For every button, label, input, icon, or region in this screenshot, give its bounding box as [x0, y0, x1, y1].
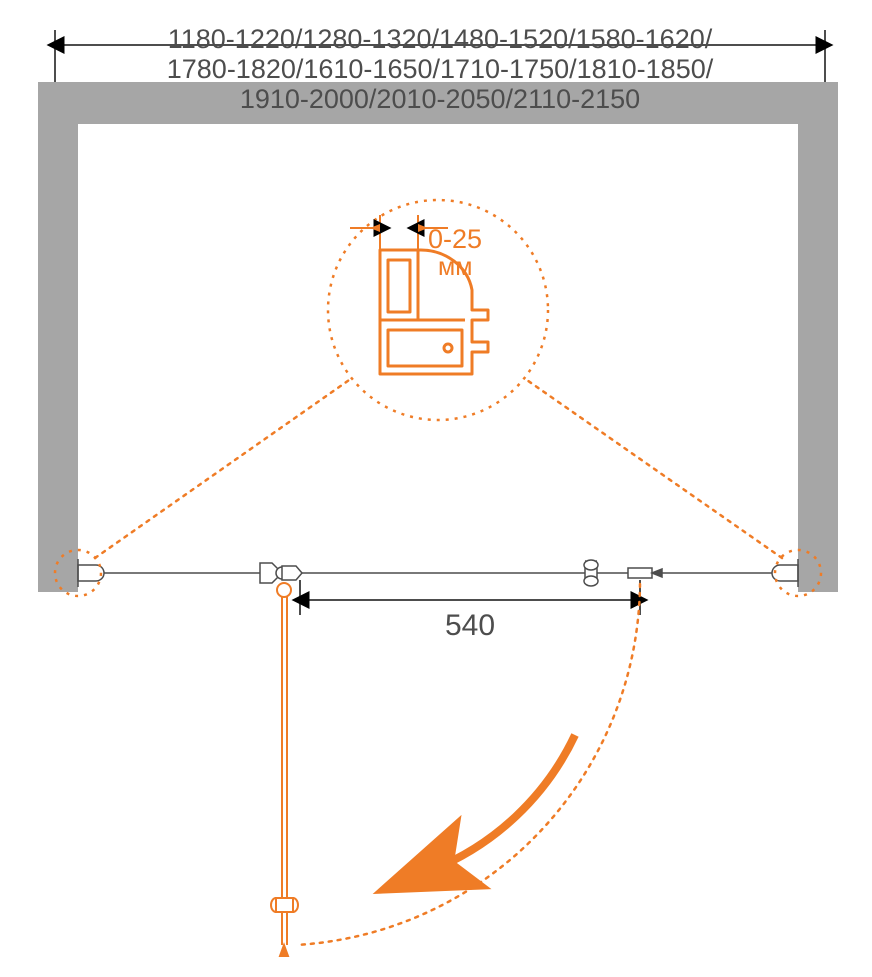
hinge-assembly	[260, 563, 302, 583]
width-ranges-line1: 1180-1220/1280-1320/1480-1520/1580-1620/	[168, 24, 713, 54]
door-roller	[271, 898, 298, 912]
width-ranges-line2: 1780-1820/1610-1650/1710-1750/1810-1850/	[167, 54, 714, 84]
tolerance-unit-label: мм	[438, 253, 472, 281]
tolerance-label: 0-25	[428, 224, 482, 254]
rail-roller	[584, 560, 598, 586]
rail-endcap	[628, 568, 662, 578]
swing-door	[271, 583, 298, 956]
door-width-label: 540	[445, 609, 495, 642]
swing-arrow	[432, 735, 575, 870]
rail	[78, 559, 798, 587]
width-ranges-line3: 1910-2000/2010-2050/2110-2150	[240, 84, 640, 114]
